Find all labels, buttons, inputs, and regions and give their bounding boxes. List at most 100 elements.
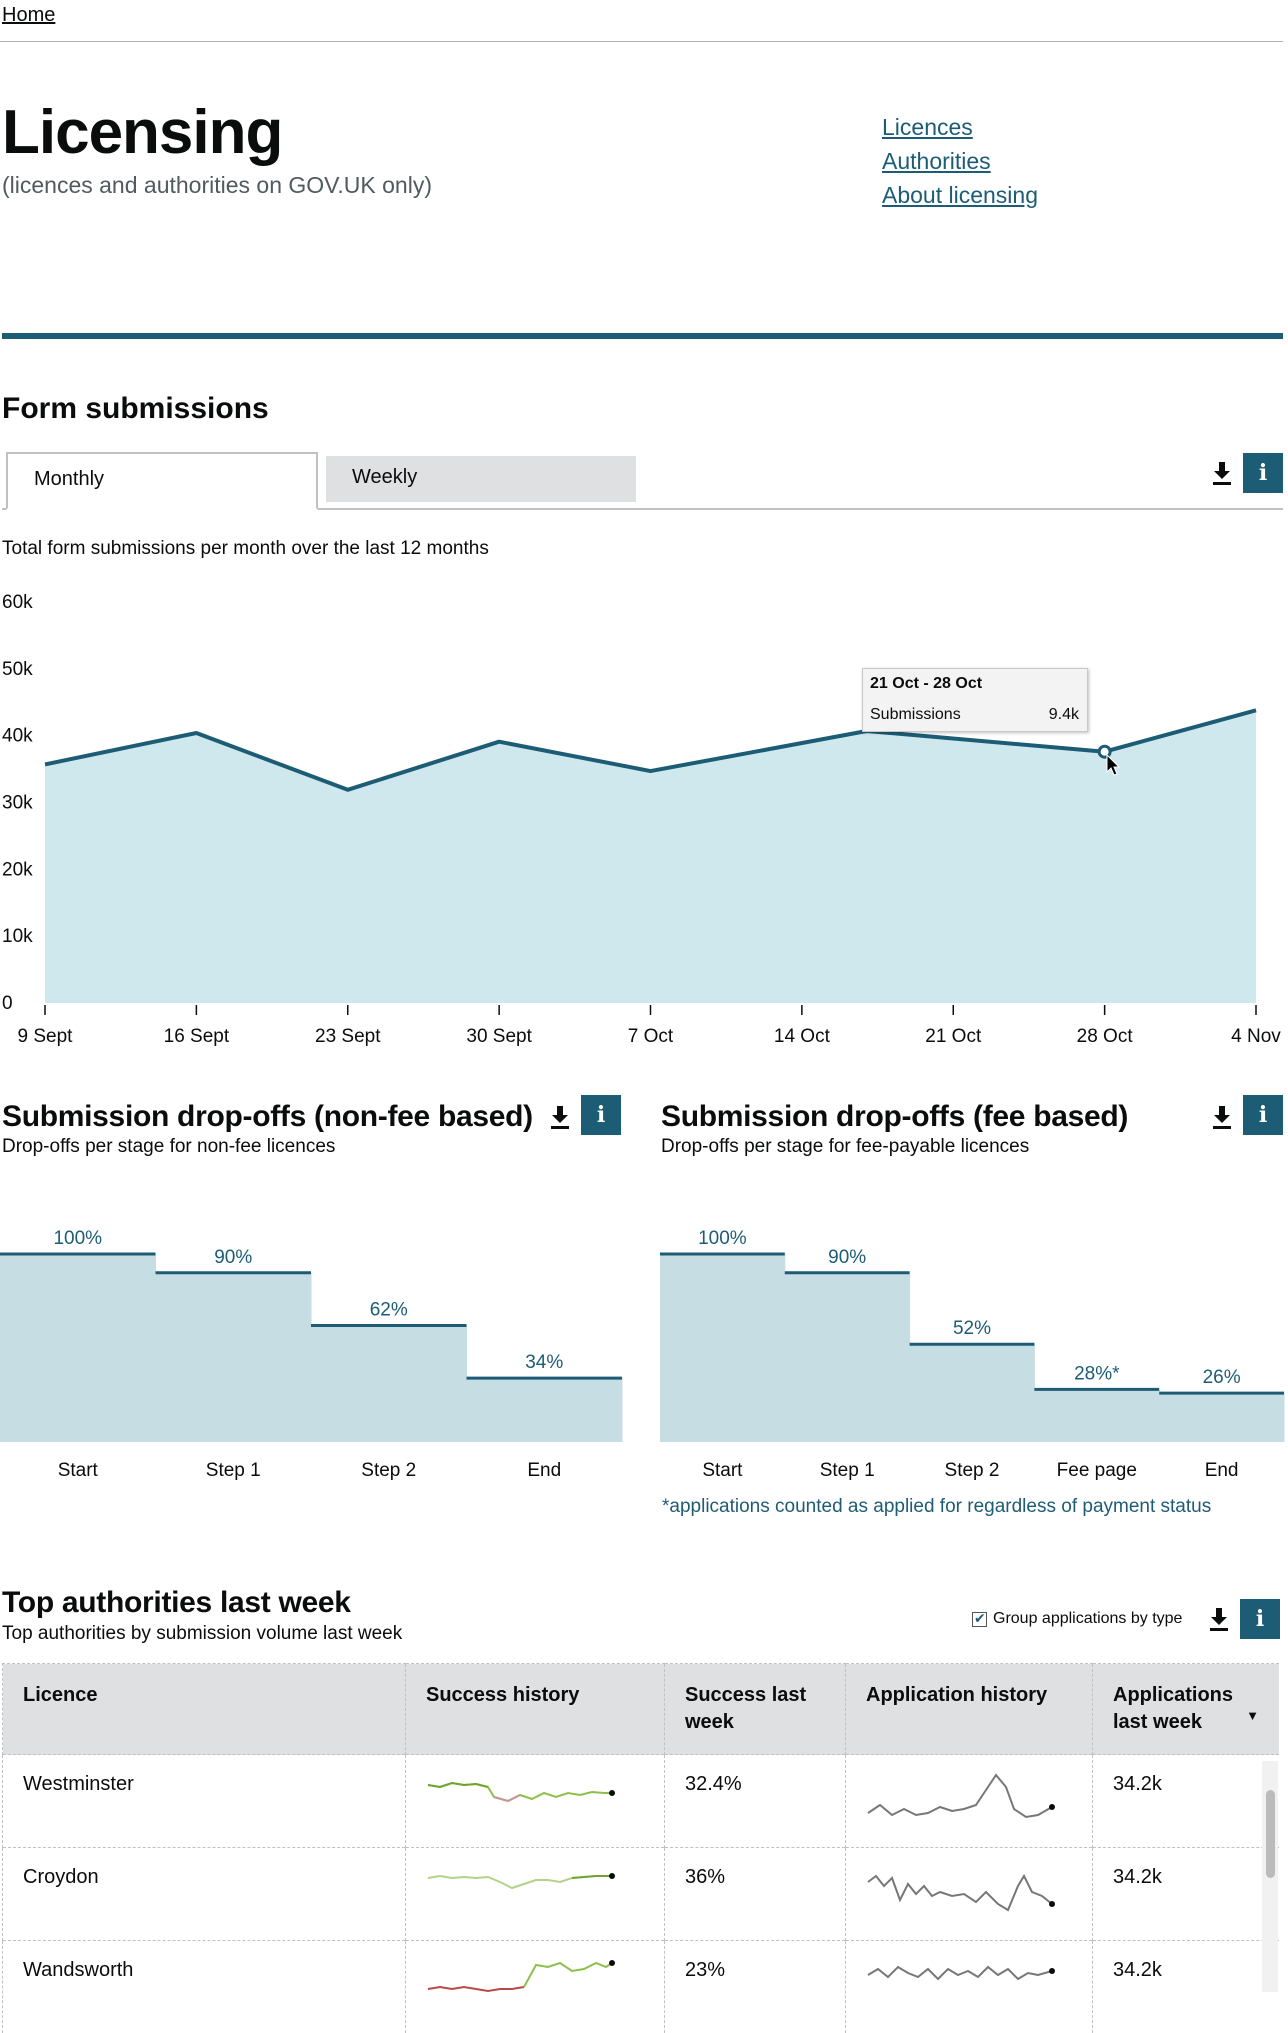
funnel-percent-label: 90% [828, 1247, 866, 1268]
top-authorities-description: Top authorities by submission volume las… [2, 1623, 402, 1645]
success-sparkline-cell [406, 1941, 665, 2033]
application-sparkline-cell [846, 1848, 1093, 1941]
success-sparkline-cell [406, 1755, 665, 1848]
application-sparkline-cell [846, 1755, 1093, 1848]
funnel-stage-label: Step 1 [206, 1460, 261, 1481]
download-icon[interactable] [1210, 460, 1234, 486]
table-scrollbar-thumb[interactable] [1266, 1790, 1275, 1878]
x-tick-label: 9 Sept [18, 1026, 74, 1047]
x-tick-label: 30 Sept [466, 1026, 532, 1047]
y-tick-label: 30k [2, 793, 33, 814]
success-sparkline-cell [406, 1848, 665, 1941]
mouse-cursor-icon [1106, 754, 1122, 778]
nav-link-licences[interactable]: Licences [882, 110, 1038, 144]
funnel-step-bar [1159, 1393, 1284, 1442]
success-sparkline [426, 1773, 616, 1813]
application-sparkline [866, 1959, 1056, 2009]
funnel-stage-label: Start [58, 1460, 99, 1481]
column-header-application-history[interactable]: Application history [846, 1664, 1093, 1755]
licence-cell[interactable]: Croydon [3, 1848, 406, 1941]
dropoffs-fee-description: Drop-offs per stage for fee-payable lice… [661, 1136, 1029, 1158]
sort-descending-icon[interactable]: ▼ [1246, 1702, 1259, 1729]
chart-tooltip: 21 Oct - 28 Oct Submissions 9.4k [862, 668, 1088, 732]
x-tick-label: 14 Oct [774, 1026, 831, 1047]
y-tick-label: 50k [2, 659, 33, 680]
y-tick-label: 10k [2, 926, 33, 947]
funnel-stage-label: Step 1 [820, 1460, 875, 1481]
table-row[interactable]: Croydon 36% 34.2k [3, 1848, 1280, 1941]
funnel-percent-label: 62% [370, 1299, 408, 1320]
application-sparkline-cell [846, 1941, 1093, 2033]
application-sparkline [866, 1866, 1056, 1916]
application-sparkline [866, 1773, 1056, 1823]
tooltip-value: 9.4k [1049, 706, 1079, 724]
tab-weekly[interactable]: Weekly [326, 456, 636, 502]
nav-link-about-licensing[interactable]: About licensing [882, 178, 1038, 212]
funnel-step-bar [910, 1344, 1035, 1442]
y-tick-label: 20k [2, 859, 33, 880]
page-subtitle: (licences and authorities on GOV.UK only… [2, 172, 432, 199]
funnel-percent-label: 100% [698, 1228, 747, 1249]
y-tick-label: 60k [2, 592, 33, 613]
x-tick-label: 16 Sept [164, 1026, 230, 1047]
period-tabs: Monthly Weekly [2, 452, 1283, 510]
download-icon[interactable] [1210, 1104, 1234, 1130]
funnel-percent-label: 28%* [1074, 1363, 1120, 1384]
breadcrumb-home-link[interactable]: Home [2, 4, 55, 27]
tab-monthly[interactable]: Monthly [6, 452, 318, 510]
x-tick-label: 7 Oct [628, 1026, 674, 1047]
licence-cell[interactable]: Wandsworth [3, 1941, 406, 2033]
table-row[interactable]: Westminster 32.4% 34.2k [3, 1755, 1280, 1848]
info-icon[interactable]: i [1240, 1599, 1280, 1639]
info-icon[interactable]: i [1243, 1095, 1283, 1135]
form-submissions-description: Total form submissions per month over th… [2, 538, 489, 560]
funnel-stage-label: Step 2 [361, 1460, 416, 1481]
funnel-step-bar [785, 1273, 910, 1442]
dropoffs-fee-footnote: *applications counted as applied for reg… [662, 1496, 1211, 1518]
group-by-type-checkbox[interactable] [972, 1612, 987, 1627]
funnel-percent-label: 34% [525, 1352, 563, 1373]
applications-last-week-cell: 34.2k [1093, 1848, 1280, 1941]
success-sparkline [426, 1866, 616, 1906]
funnel-step-bar [0, 1254, 156, 1442]
column-header-licence[interactable]: Licence [3, 1664, 406, 1755]
page-title: Licensing [2, 102, 282, 164]
group-by-type-label[interactable]: Group applications by type [993, 1610, 1182, 1628]
funnel-stage-label: End [1205, 1460, 1239, 1481]
column-header-success-history[interactable]: Success history [406, 1664, 665, 1755]
column-header-success-last-week[interactable]: Success last week [665, 1664, 846, 1755]
tooltip-label: Submissions [870, 706, 961, 724]
y-tick-label: 40k [2, 726, 33, 747]
applications-last-week-cell: 34.2k [1093, 1941, 1280, 2033]
licence-cell[interactable]: Westminster [3, 1755, 406, 1848]
success-last-week-cell: 23% [665, 1941, 846, 2033]
funnel-percent-label: 100% [53, 1228, 102, 1249]
x-tick-label: 23 Sept [315, 1026, 381, 1047]
download-icon[interactable] [1207, 1606, 1231, 1632]
funnel-step-bar [1034, 1389, 1159, 1442]
group-by-type-control: Group applications by type [972, 1610, 1182, 1628]
x-tick-label: 21 Oct [925, 1026, 982, 1047]
top-authorities-heading: Top authorities last week [2, 1586, 351, 1620]
header-nav: Licences Authorities About licensing [882, 110, 1038, 212]
column-header-applications-label: Applications last week [1113, 1684, 1233, 1733]
success-last-week-cell: 32.4% [665, 1755, 846, 1848]
download-icon[interactable] [548, 1104, 572, 1130]
breadcrumb-divider [0, 41, 1283, 42]
table-row[interactable]: Wandsworth 23% 34.2k [3, 1941, 1280, 2033]
funnel-percent-label: 52% [953, 1318, 991, 1339]
funnel-percent-label: 26% [1203, 1367, 1241, 1388]
funnel-percent-label: 90% [214, 1247, 252, 1268]
nav-link-authorities[interactable]: Authorities [882, 144, 1038, 178]
success-sparkline [426, 1959, 616, 1999]
column-header-applications-last-week[interactable]: ▼ Applications last week [1093, 1664, 1280, 1755]
info-icon[interactable]: i [1243, 453, 1283, 493]
info-icon[interactable]: i [581, 1095, 621, 1135]
dropoffs-fee-heading: Submission drop-offs (fee based) [661, 1100, 1128, 1134]
form-submissions-heading: Form submissions [2, 392, 269, 426]
funnel-stage-label: Start [702, 1460, 743, 1481]
funnel-step-bar [156, 1273, 312, 1442]
